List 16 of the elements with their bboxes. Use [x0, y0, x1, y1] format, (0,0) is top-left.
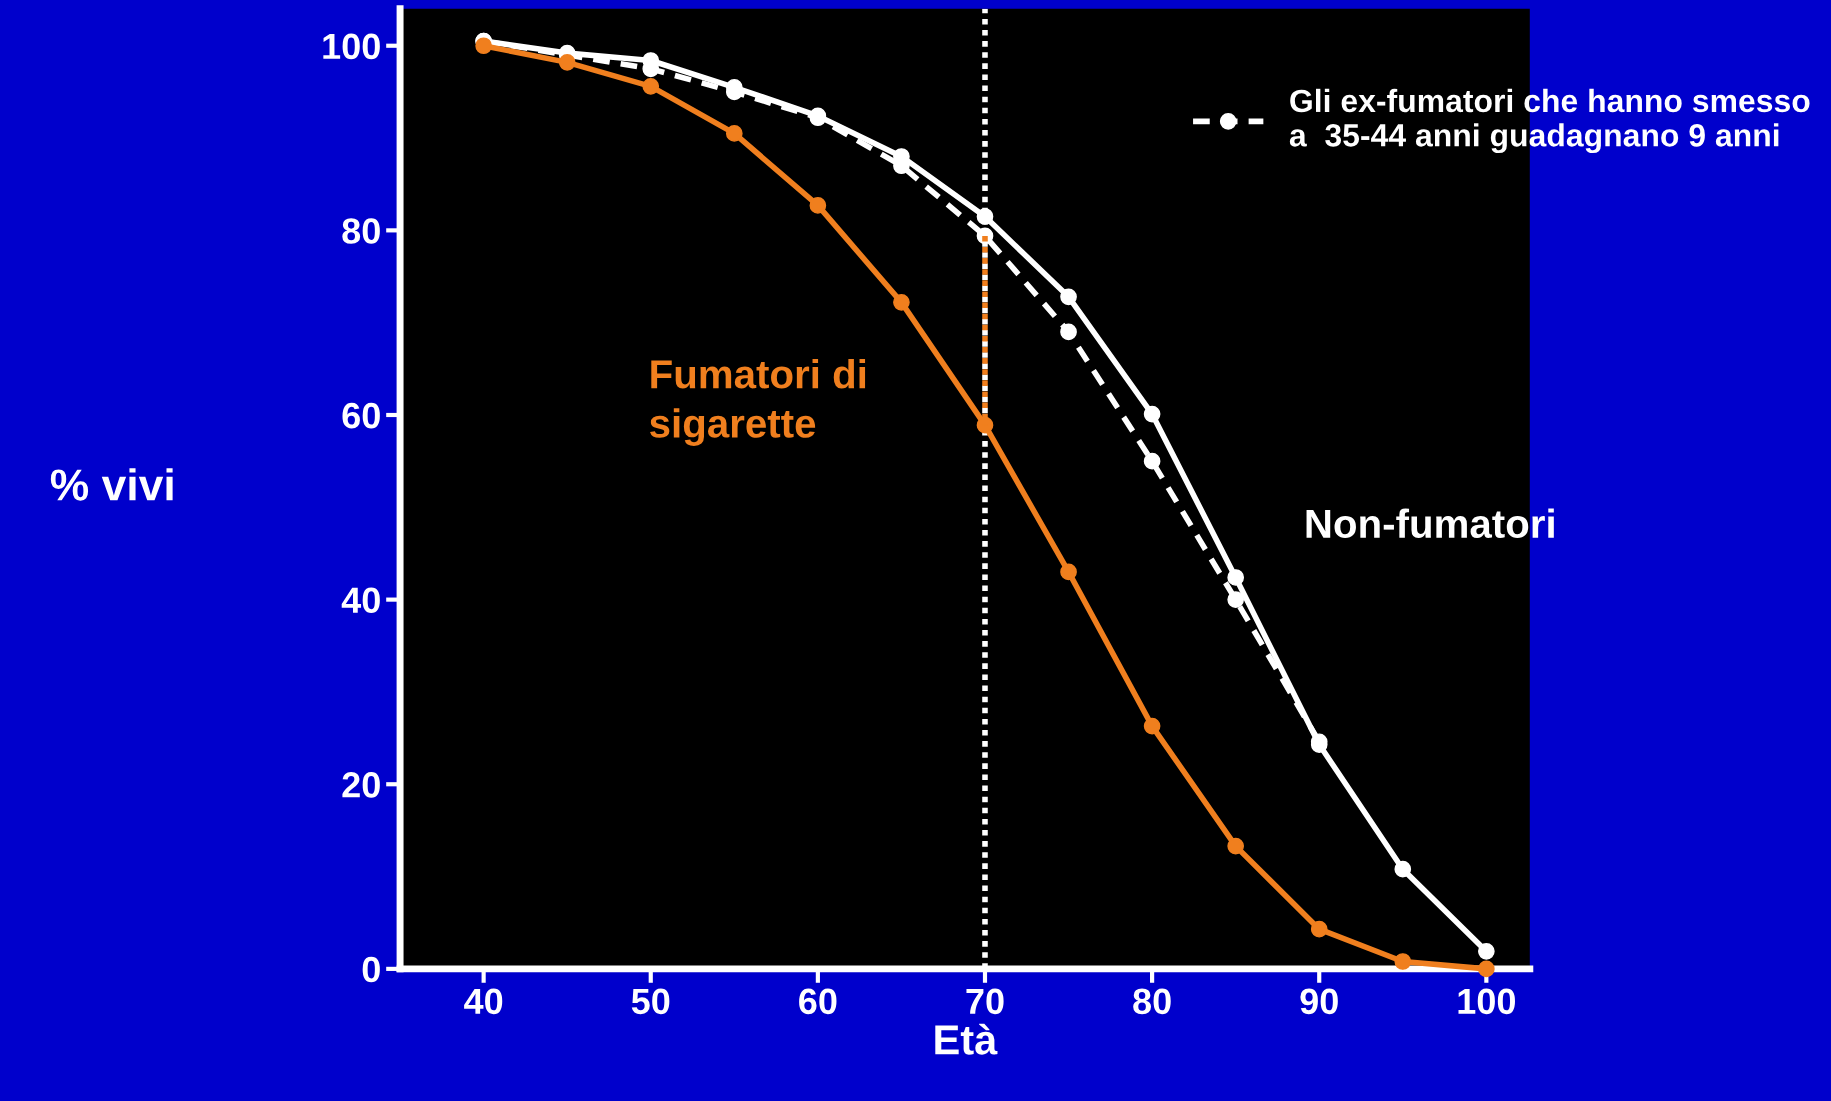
y-tick-label: 100	[323, 33, 380, 60]
y-axis-title: % vivi	[50, 468, 173, 501]
x-tick-label: 40	[464, 988, 503, 1015]
x-tick-label: 80	[1133, 988, 1171, 1015]
x-axis-title: Età	[935, 1023, 998, 1055]
x-tick-label: 50	[631, 988, 670, 1015]
y-tick-label: 60	[342, 402, 380, 429]
x-tick-label: 90	[1300, 988, 1338, 1015]
y-tick-label: 20	[342, 772, 380, 798]
y-tick-label: 0	[362, 956, 380, 983]
series-label: Fumatori di sigarette	[650, 358, 866, 446]
y-tick-label: 80	[342, 218, 380, 244]
x-tick-label: 60	[799, 988, 837, 1015]
x-tick-label: 100	[1458, 988, 1515, 1015]
y-tick-label: 40	[341, 587, 380, 614]
x-tick-label: 70	[966, 988, 1004, 1015]
